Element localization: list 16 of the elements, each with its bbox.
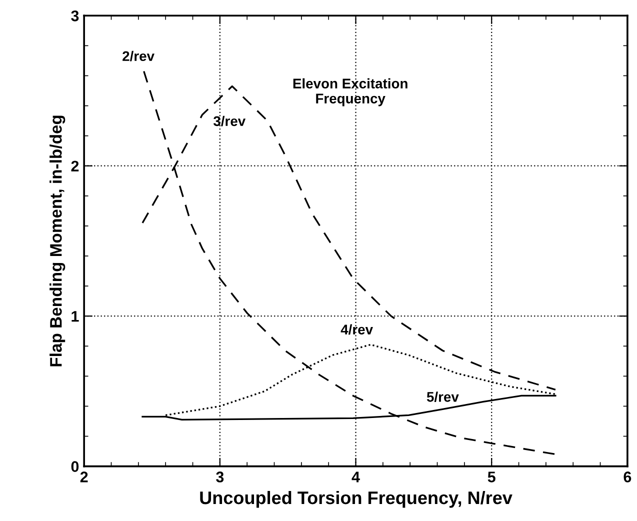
y-tick-label: 0 (71, 461, 79, 472)
y-tick-label: 2 (71, 160, 79, 172)
legend-title: Elevon Excitation Frequency (293, 78, 408, 106)
y-tick-label: 3 (71, 10, 79, 22)
x-tick-label: 4 (352, 472, 360, 482)
y-tick-label: 1 (72, 311, 79, 322)
series-label: 5/rev (426, 392, 459, 402)
series-label: 2/rev (122, 50, 154, 62)
series-label: 4/rev (340, 324, 373, 335)
series-label: 3/rev (213, 116, 246, 126)
x-tick-label: 5 (488, 472, 496, 482)
x-tick-label: 6 (624, 472, 632, 482)
x-tick-label: 3 (216, 472, 224, 482)
x-tick-label: 2 (80, 472, 88, 482)
y-axis-title: Flap Bending Moment, in-lb/deg (50, 116, 66, 366)
x-axis-title: Uncoupled Torsion Frequency, N/rev (200, 490, 512, 508)
